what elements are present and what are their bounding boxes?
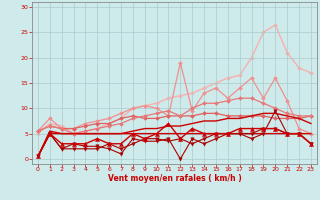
X-axis label: Vent moyen/en rafales ( km/h ): Vent moyen/en rafales ( km/h ) (108, 174, 241, 183)
